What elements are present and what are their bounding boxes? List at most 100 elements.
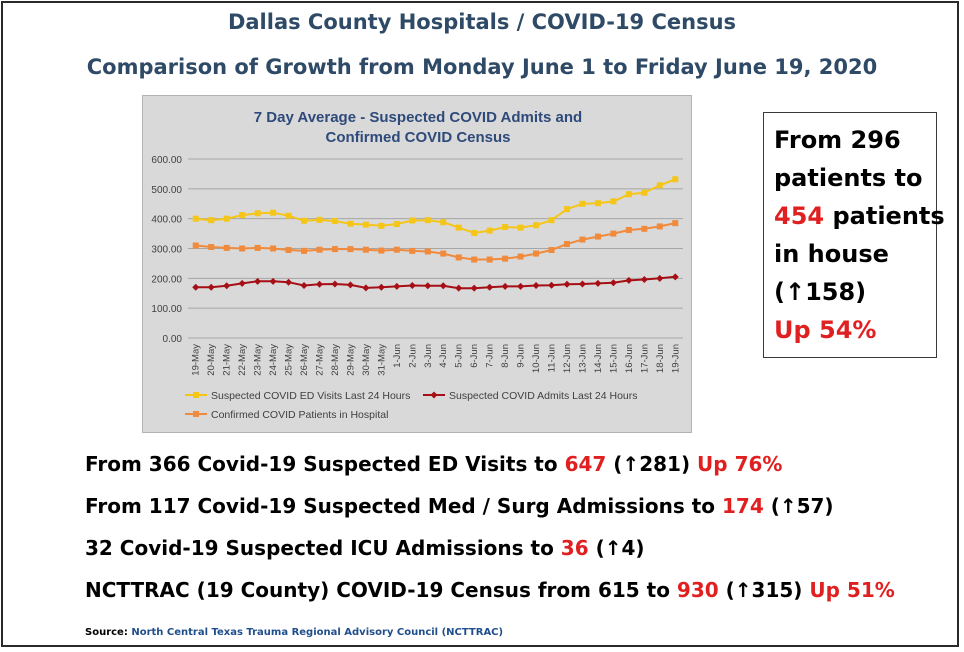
- stat-value: 647: [564, 452, 607, 476]
- data-point: [671, 273, 679, 281]
- x-tick-label: 31-May: [376, 344, 387, 376]
- x-tick-label: 27-May: [314, 344, 325, 376]
- data-point: [455, 224, 462, 231]
- y-tick-label: 100.00: [151, 304, 182, 315]
- data-point: [455, 254, 462, 261]
- stat-line: From 117 Covid-19 Suspected Med / Surg A…: [85, 490, 945, 532]
- data-point: [346, 281, 354, 289]
- legend-label: Suspected COVID Admits Last 24 Hours: [449, 390, 638, 402]
- data-point: [270, 245, 277, 252]
- data-point: [331, 218, 338, 225]
- data-point: [269, 277, 277, 285]
- data-point: [254, 210, 261, 217]
- x-tick-label: 26-May: [299, 344, 310, 376]
- data-point: [347, 246, 354, 253]
- data-point: [331, 280, 339, 288]
- summary-line: patients to: [774, 164, 923, 192]
- data-point: [409, 247, 416, 254]
- source-label: Source:: [85, 627, 128, 638]
- data-point: [378, 222, 385, 229]
- summary-percent: Up 54%: [774, 316, 877, 344]
- stat-line: NCTTRAC (19 County) COVID-19 Census from…: [85, 574, 945, 616]
- data-point: [656, 274, 664, 282]
- data-point: [486, 227, 493, 234]
- y-tick-label: 200.00: [151, 274, 182, 285]
- data-point: [254, 277, 262, 285]
- data-point: [641, 189, 648, 196]
- data-point: [378, 247, 385, 254]
- data-point: [517, 224, 524, 231]
- data-point: [301, 217, 308, 224]
- data-point: [223, 215, 230, 222]
- data-point: [440, 250, 447, 257]
- x-tick-label: 18-Jun: [655, 344, 666, 373]
- data-point: [408, 281, 416, 289]
- data-point: [532, 281, 540, 289]
- stat-line: 32 Covid-19 Suspected ICU Admissions to …: [85, 532, 945, 574]
- data-point: [440, 219, 447, 226]
- x-tick-label: 24-May: [268, 344, 279, 376]
- data-point: [239, 212, 246, 219]
- data-point: [579, 236, 586, 243]
- data-point: [424, 282, 432, 290]
- series-line: [195, 178, 676, 235]
- data-point: [502, 224, 509, 231]
- data-point: [362, 246, 369, 253]
- x-tick-label: 11-Jun: [547, 344, 558, 372]
- data-point: [208, 244, 215, 251]
- y-tick-label: 300.00: [151, 245, 182, 256]
- legend-label: Suspected COVID ED Visits Last 24 Hours: [211, 390, 410, 402]
- data-point: [470, 284, 478, 292]
- x-tick-label: 20-May: [206, 344, 217, 376]
- data-point: [502, 255, 509, 262]
- x-tick-label: 6-Jun: [469, 344, 480, 368]
- stat-change: (↑4): [588, 536, 645, 560]
- source-org: North Central Texas Trauma Regional Advi…: [131, 627, 504, 638]
- x-tick-label: 21-May: [222, 344, 233, 376]
- data-point: [610, 198, 617, 205]
- y-tick-label: 0.00: [163, 334, 183, 345]
- data-point: [656, 182, 663, 189]
- summary-text: patients: [824, 202, 945, 230]
- stat-prefix: From 366 Covid-19 Suspected ED Visits to: [85, 452, 565, 476]
- data-point: [610, 230, 617, 237]
- data-point: [316, 216, 323, 223]
- stats-list: From 366 Covid-19 Suspected ED Visits to…: [85, 448, 945, 616]
- summary-box: From 296 patients to 454 patients in hou…: [763, 112, 945, 358]
- stat-percent: Up 51%: [809, 578, 895, 602]
- stat-prefix: From 117 Covid-19 Suspected Med / Surg A…: [85, 494, 722, 518]
- x-tick-label: 9-Jun: [516, 344, 527, 368]
- data-point: [285, 212, 292, 219]
- data-point: [424, 217, 431, 224]
- data-point: [347, 220, 354, 227]
- data-point: [594, 200, 601, 207]
- data-point: [207, 283, 215, 291]
- data-point: [548, 217, 555, 224]
- x-tick-label: 7-Jun: [485, 344, 496, 368]
- data-point: [439, 282, 447, 290]
- x-tick-label: 10-Jun: [531, 344, 542, 373]
- legend-label: Confirmed COVID Patients in Hospital: [211, 409, 388, 421]
- data-point: [223, 244, 230, 251]
- x-tick-label: 15-Jun: [608, 344, 619, 373]
- page-subtitle: Comparison of Growth from Monday June 1 …: [86, 55, 878, 79]
- data-point: [471, 256, 478, 263]
- data-point: [563, 280, 571, 288]
- y-tick-label: 500.00: [151, 185, 182, 196]
- stat-prefix: NCTTRAC (19 County) COVID-19 Census from…: [85, 578, 677, 602]
- data-point: [285, 246, 292, 253]
- page-title: Dallas County Hospitals / COVID-19 Censu…: [227, 10, 737, 34]
- legend-swatch-marker: [430, 391, 438, 399]
- data-point: [238, 279, 246, 287]
- x-tick-label: 29-May: [345, 344, 356, 376]
- data-point: [609, 279, 617, 287]
- data-point: [362, 221, 369, 228]
- stat-value: 174: [721, 494, 764, 518]
- data-point: [672, 220, 679, 227]
- source-note: Source: North Central Texas Trauma Regio…: [85, 627, 503, 638]
- stat-change: (↑315): [718, 578, 810, 602]
- x-tick-label: 13-Jun: [577, 344, 588, 373]
- chart-container: 7 Day Average - Suspected COVID Admits a…: [142, 95, 692, 433]
- x-tick-label: 4-Jun: [438, 344, 449, 368]
- data-point: [594, 233, 601, 240]
